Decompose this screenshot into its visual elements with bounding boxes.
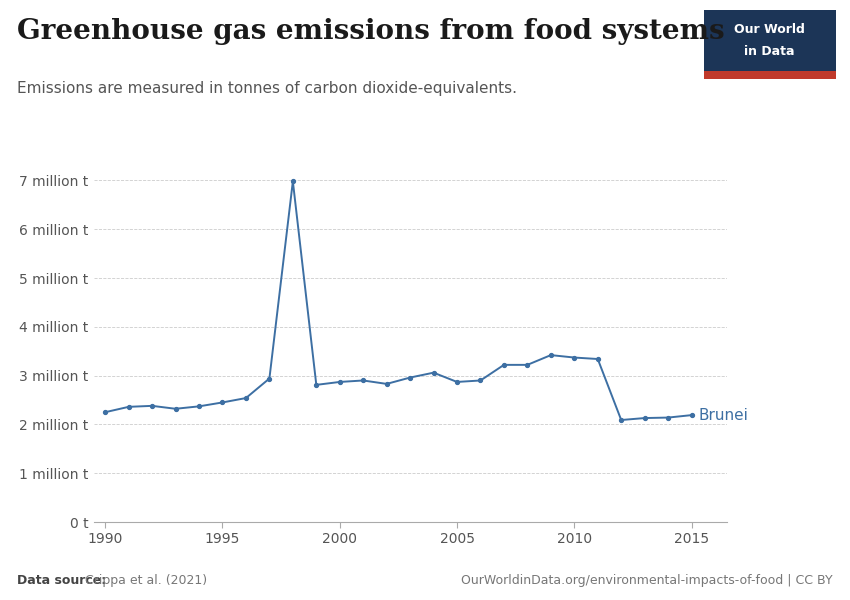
Text: Greenhouse gas emissions from food systems: Greenhouse gas emissions from food syste… bbox=[17, 18, 724, 45]
Text: OurWorldinData.org/environmental-impacts-of-food | CC BY: OurWorldinData.org/environmental-impacts… bbox=[462, 574, 833, 587]
Text: Crippa et al. (2021): Crippa et al. (2021) bbox=[81, 574, 207, 587]
Text: Brunei: Brunei bbox=[699, 407, 749, 422]
FancyBboxPatch shape bbox=[704, 71, 836, 79]
Text: Our World: Our World bbox=[734, 23, 805, 36]
Text: Data source:: Data source: bbox=[17, 574, 106, 587]
Text: Emissions are measured in tonnes of carbon dioxide-equivalents.: Emissions are measured in tonnes of carb… bbox=[17, 81, 517, 96]
Text: in Data: in Data bbox=[745, 45, 795, 58]
FancyBboxPatch shape bbox=[704, 10, 836, 79]
